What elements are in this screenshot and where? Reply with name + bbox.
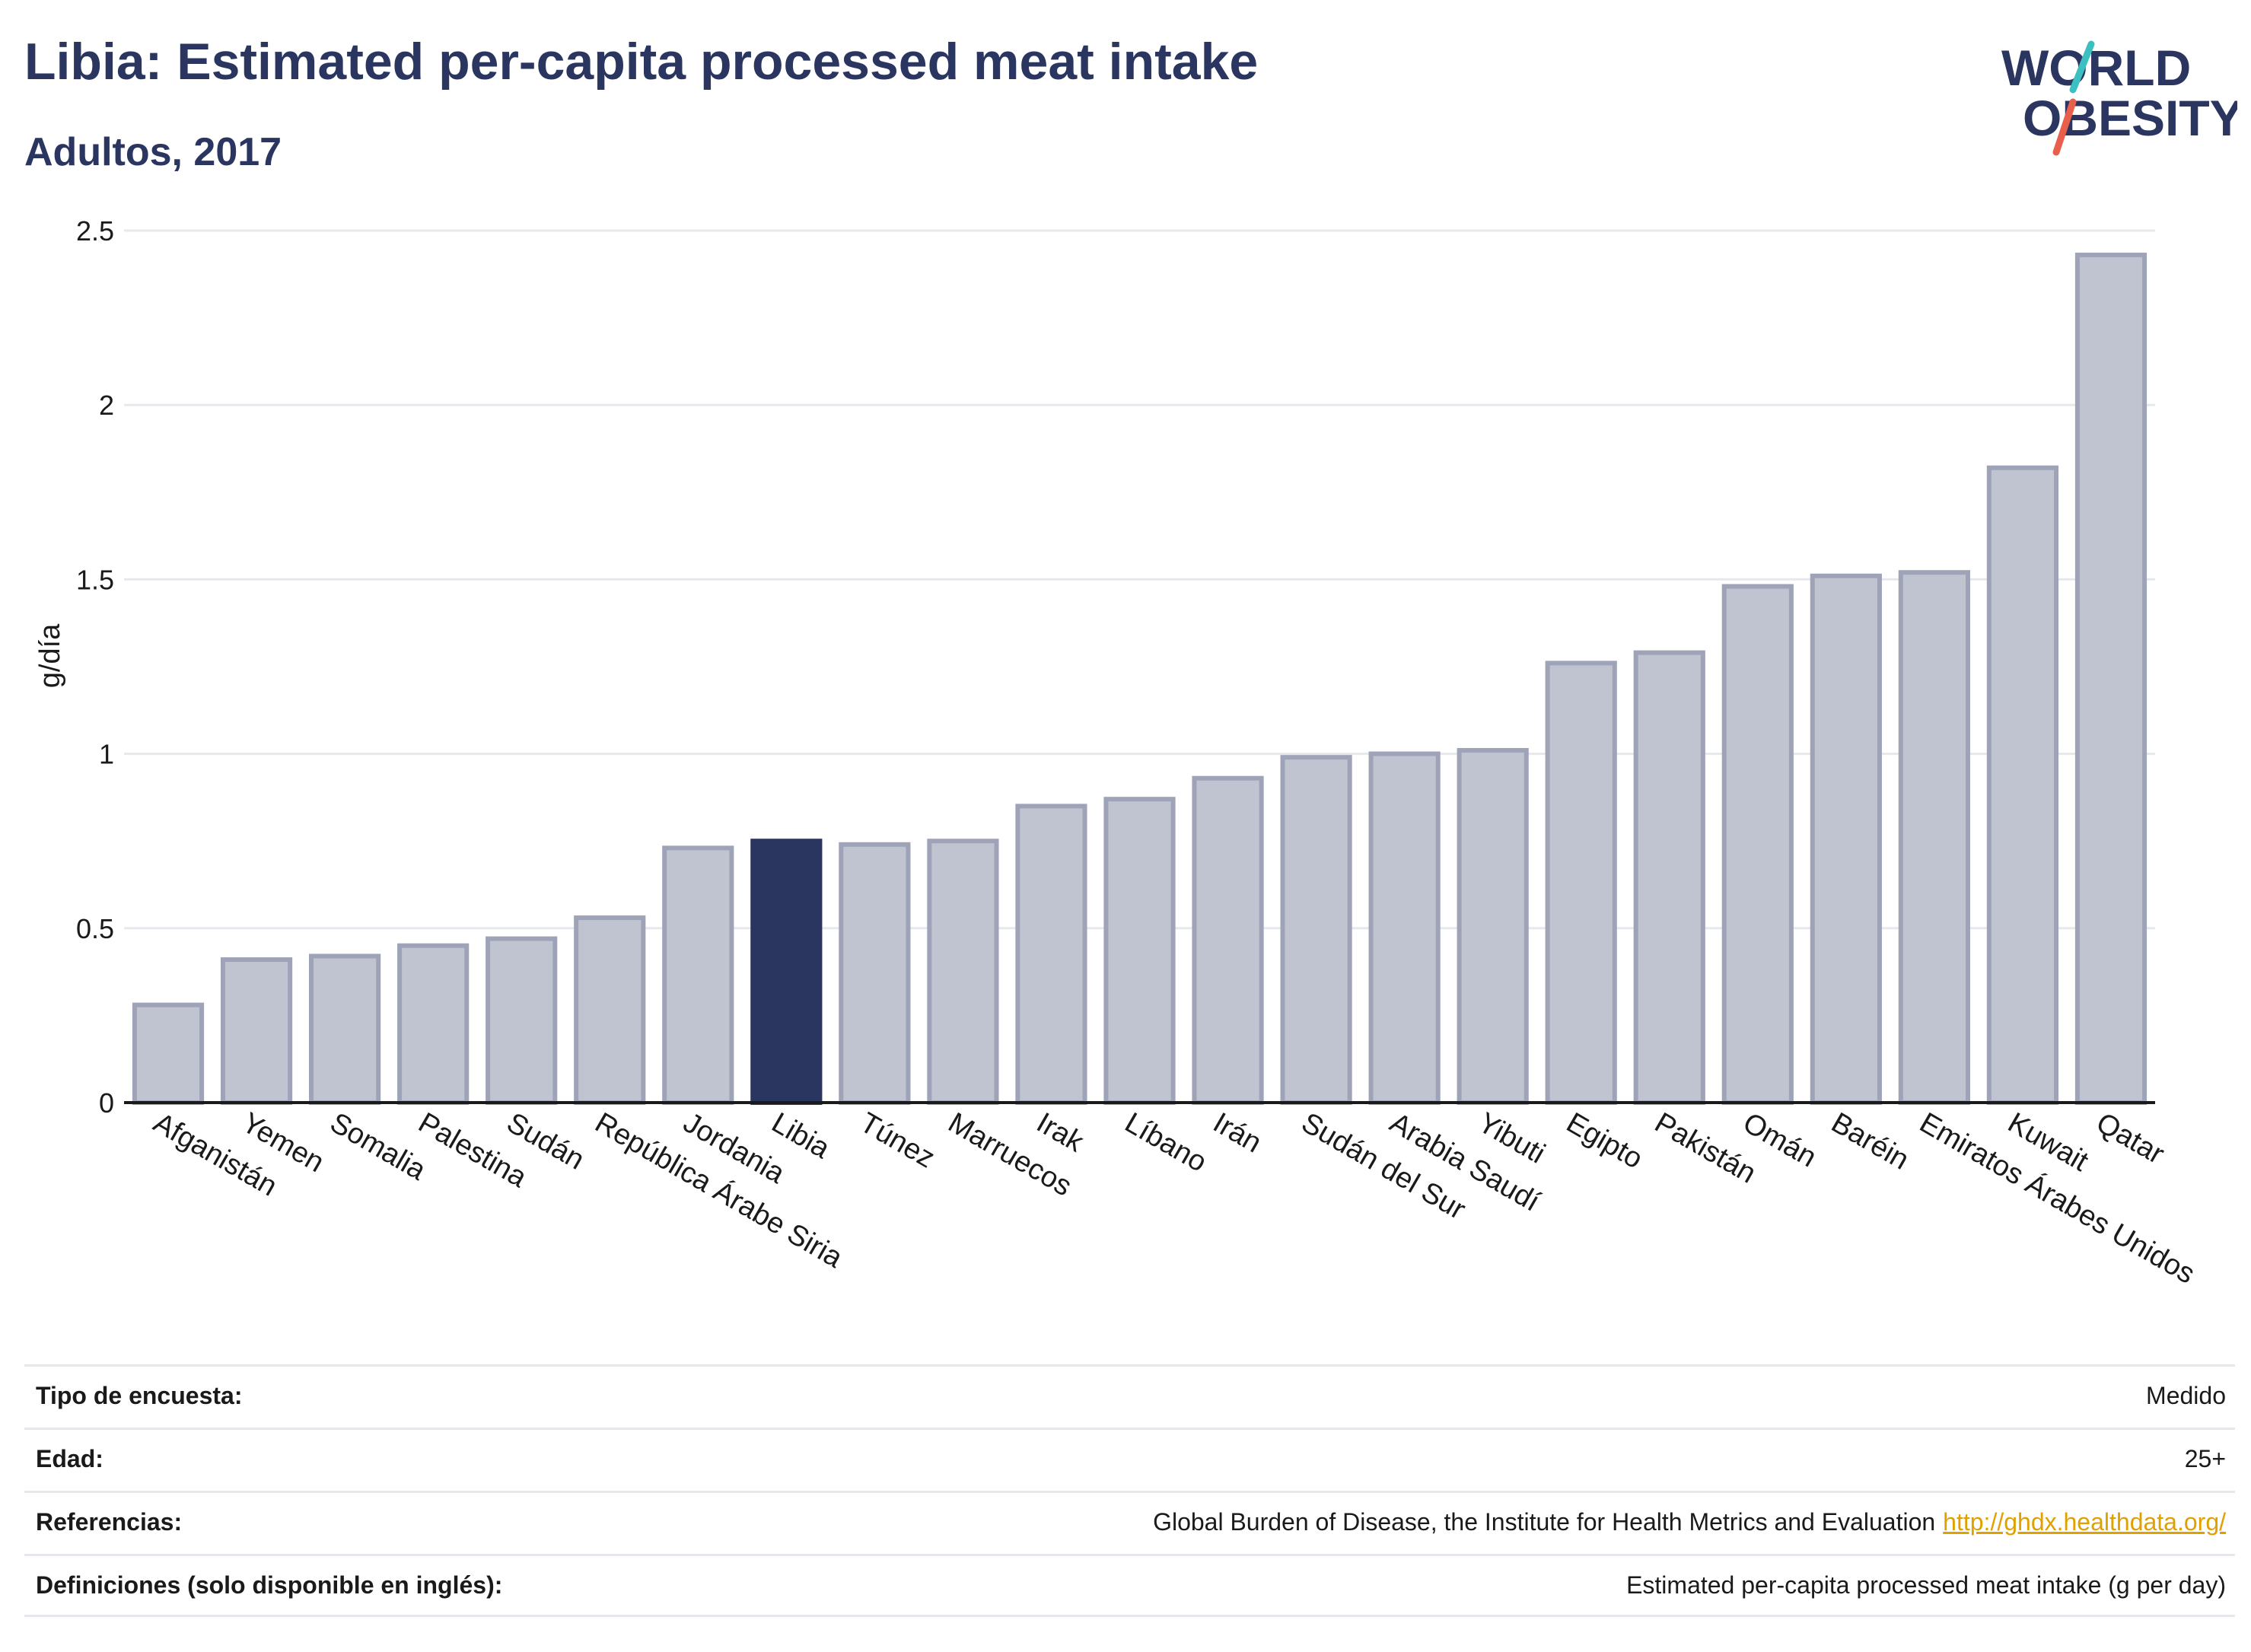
- info-value: Medido: [2146, 1382, 2226, 1409]
- bar-Palestina[interactable]: [397, 943, 470, 1105]
- y-tick-label: 2: [99, 390, 114, 421]
- logo-text-world: WORLD: [2001, 40, 2191, 96]
- x-tick-label: Pakistán: [1649, 1106, 1761, 1189]
- y-tick-label: 2.5: [76, 215, 114, 247]
- bar-Somalia[interactable]: [309, 953, 381, 1106]
- bar-Jordania[interactable]: [662, 845, 734, 1106]
- y-tick-label: 1.5: [76, 564, 114, 595]
- bar-Libia[interactable]: [750, 839, 823, 1105]
- bar-Egipto[interactable]: [1545, 660, 1617, 1105]
- bar-Irak[interactable]: [1015, 804, 1087, 1105]
- info-value-references: Global Burden of Disease, the Institute …: [1153, 1508, 2226, 1536]
- chart-subtitle: Adultos, 2017: [24, 130, 282, 174]
- bar-Marruecos[interactable]: [927, 839, 999, 1105]
- bar-Emiratos Árabes Unidos[interactable]: [1898, 570, 1970, 1105]
- bar-Túnez[interactable]: [839, 842, 911, 1106]
- world-obesity-logo: WORLD OBESITY: [2001, 40, 2237, 156]
- logo-slash-teal: [2069, 40, 2095, 94]
- x-tick-label: Qatar: [2090, 1106, 2170, 1170]
- bar-Kuwait[interactable]: [1986, 465, 2059, 1105]
- bar-Sudán del Sur[interactable]: [1280, 755, 1352, 1106]
- x-tick-label: Túnez: [855, 1106, 940, 1174]
- info-row-survey-type: Tipo de encuesta: Medido: [24, 1364, 2235, 1428]
- info-value: 25+: [2184, 1445, 2226, 1472]
- y-tick-label: 1: [99, 739, 114, 770]
- bar-Baréin[interactable]: [1810, 573, 1882, 1105]
- x-tick-label: Baréin: [1826, 1106, 1914, 1176]
- info-table: Tipo de encuesta: Medido Edad: 25+ Refer…: [24, 1364, 2235, 1617]
- bar-Líbano[interactable]: [1103, 797, 1176, 1106]
- info-row-definitions: Definiciones (solo disponible en inglés)…: [24, 1554, 2235, 1617]
- bar-Afganistán[interactable]: [132, 1002, 205, 1105]
- reference-link[interactable]: http://ghdx.healthdata.org/: [1943, 1508, 2226, 1536]
- bar-Yemen[interactable]: [220, 957, 293, 1106]
- x-tick-label: Irak: [1031, 1106, 1090, 1159]
- x-tick-label: Egipto: [1561, 1106, 1648, 1175]
- reference-text: Global Burden of Disease, the Institute …: [1153, 1508, 1936, 1536]
- info-row-references: Referencias: Global Burden of Disease, t…: [24, 1491, 2235, 1554]
- logo-slash-red: [2052, 98, 2077, 156]
- bar-República Árabe Siria[interactable]: [574, 915, 646, 1105]
- info-label: Referencias:: [36, 1508, 183, 1536]
- y-tick-label: 0: [99, 1087, 114, 1119]
- bar-Qatar[interactable]: [2074, 253, 2148, 1105]
- y-axis-labels: 0 0.5 1 1.5 2 2.5: [76, 215, 114, 1119]
- info-row-age: Edad: 25+: [24, 1428, 2235, 1491]
- bar-Arabia Saudí[interactable]: [1368, 751, 1441, 1105]
- bars-layer: [124, 253, 2155, 1106]
- bar-Irán[interactable]: [1192, 775, 1264, 1105]
- info-label: Tipo de encuesta:: [36, 1382, 243, 1409]
- x-tick-label: Somalia: [325, 1106, 432, 1186]
- info-label: Definiciones (solo disponible en inglés)…: [36, 1571, 503, 1599]
- bar-Pakistán[interactable]: [1633, 650, 1705, 1105]
- chart-title: Libia: Estimated per-capita processed me…: [24, 33, 1259, 91]
- info-label: Edad:: [36, 1445, 103, 1472]
- y-tick-label: 0.5: [76, 913, 114, 944]
- x-tick-label: Irán: [1208, 1106, 1267, 1159]
- info-value: Estimated per-capita processed meat inta…: [1626, 1571, 2226, 1599]
- bar-Yibuti[interactable]: [1457, 748, 1529, 1105]
- bar-Omán[interactable]: [1721, 584, 1794, 1105]
- y-axis-title: g/día: [34, 623, 66, 688]
- x-tick-label: Líbano: [1119, 1106, 1212, 1178]
- bar-Sudán[interactable]: [486, 936, 558, 1105]
